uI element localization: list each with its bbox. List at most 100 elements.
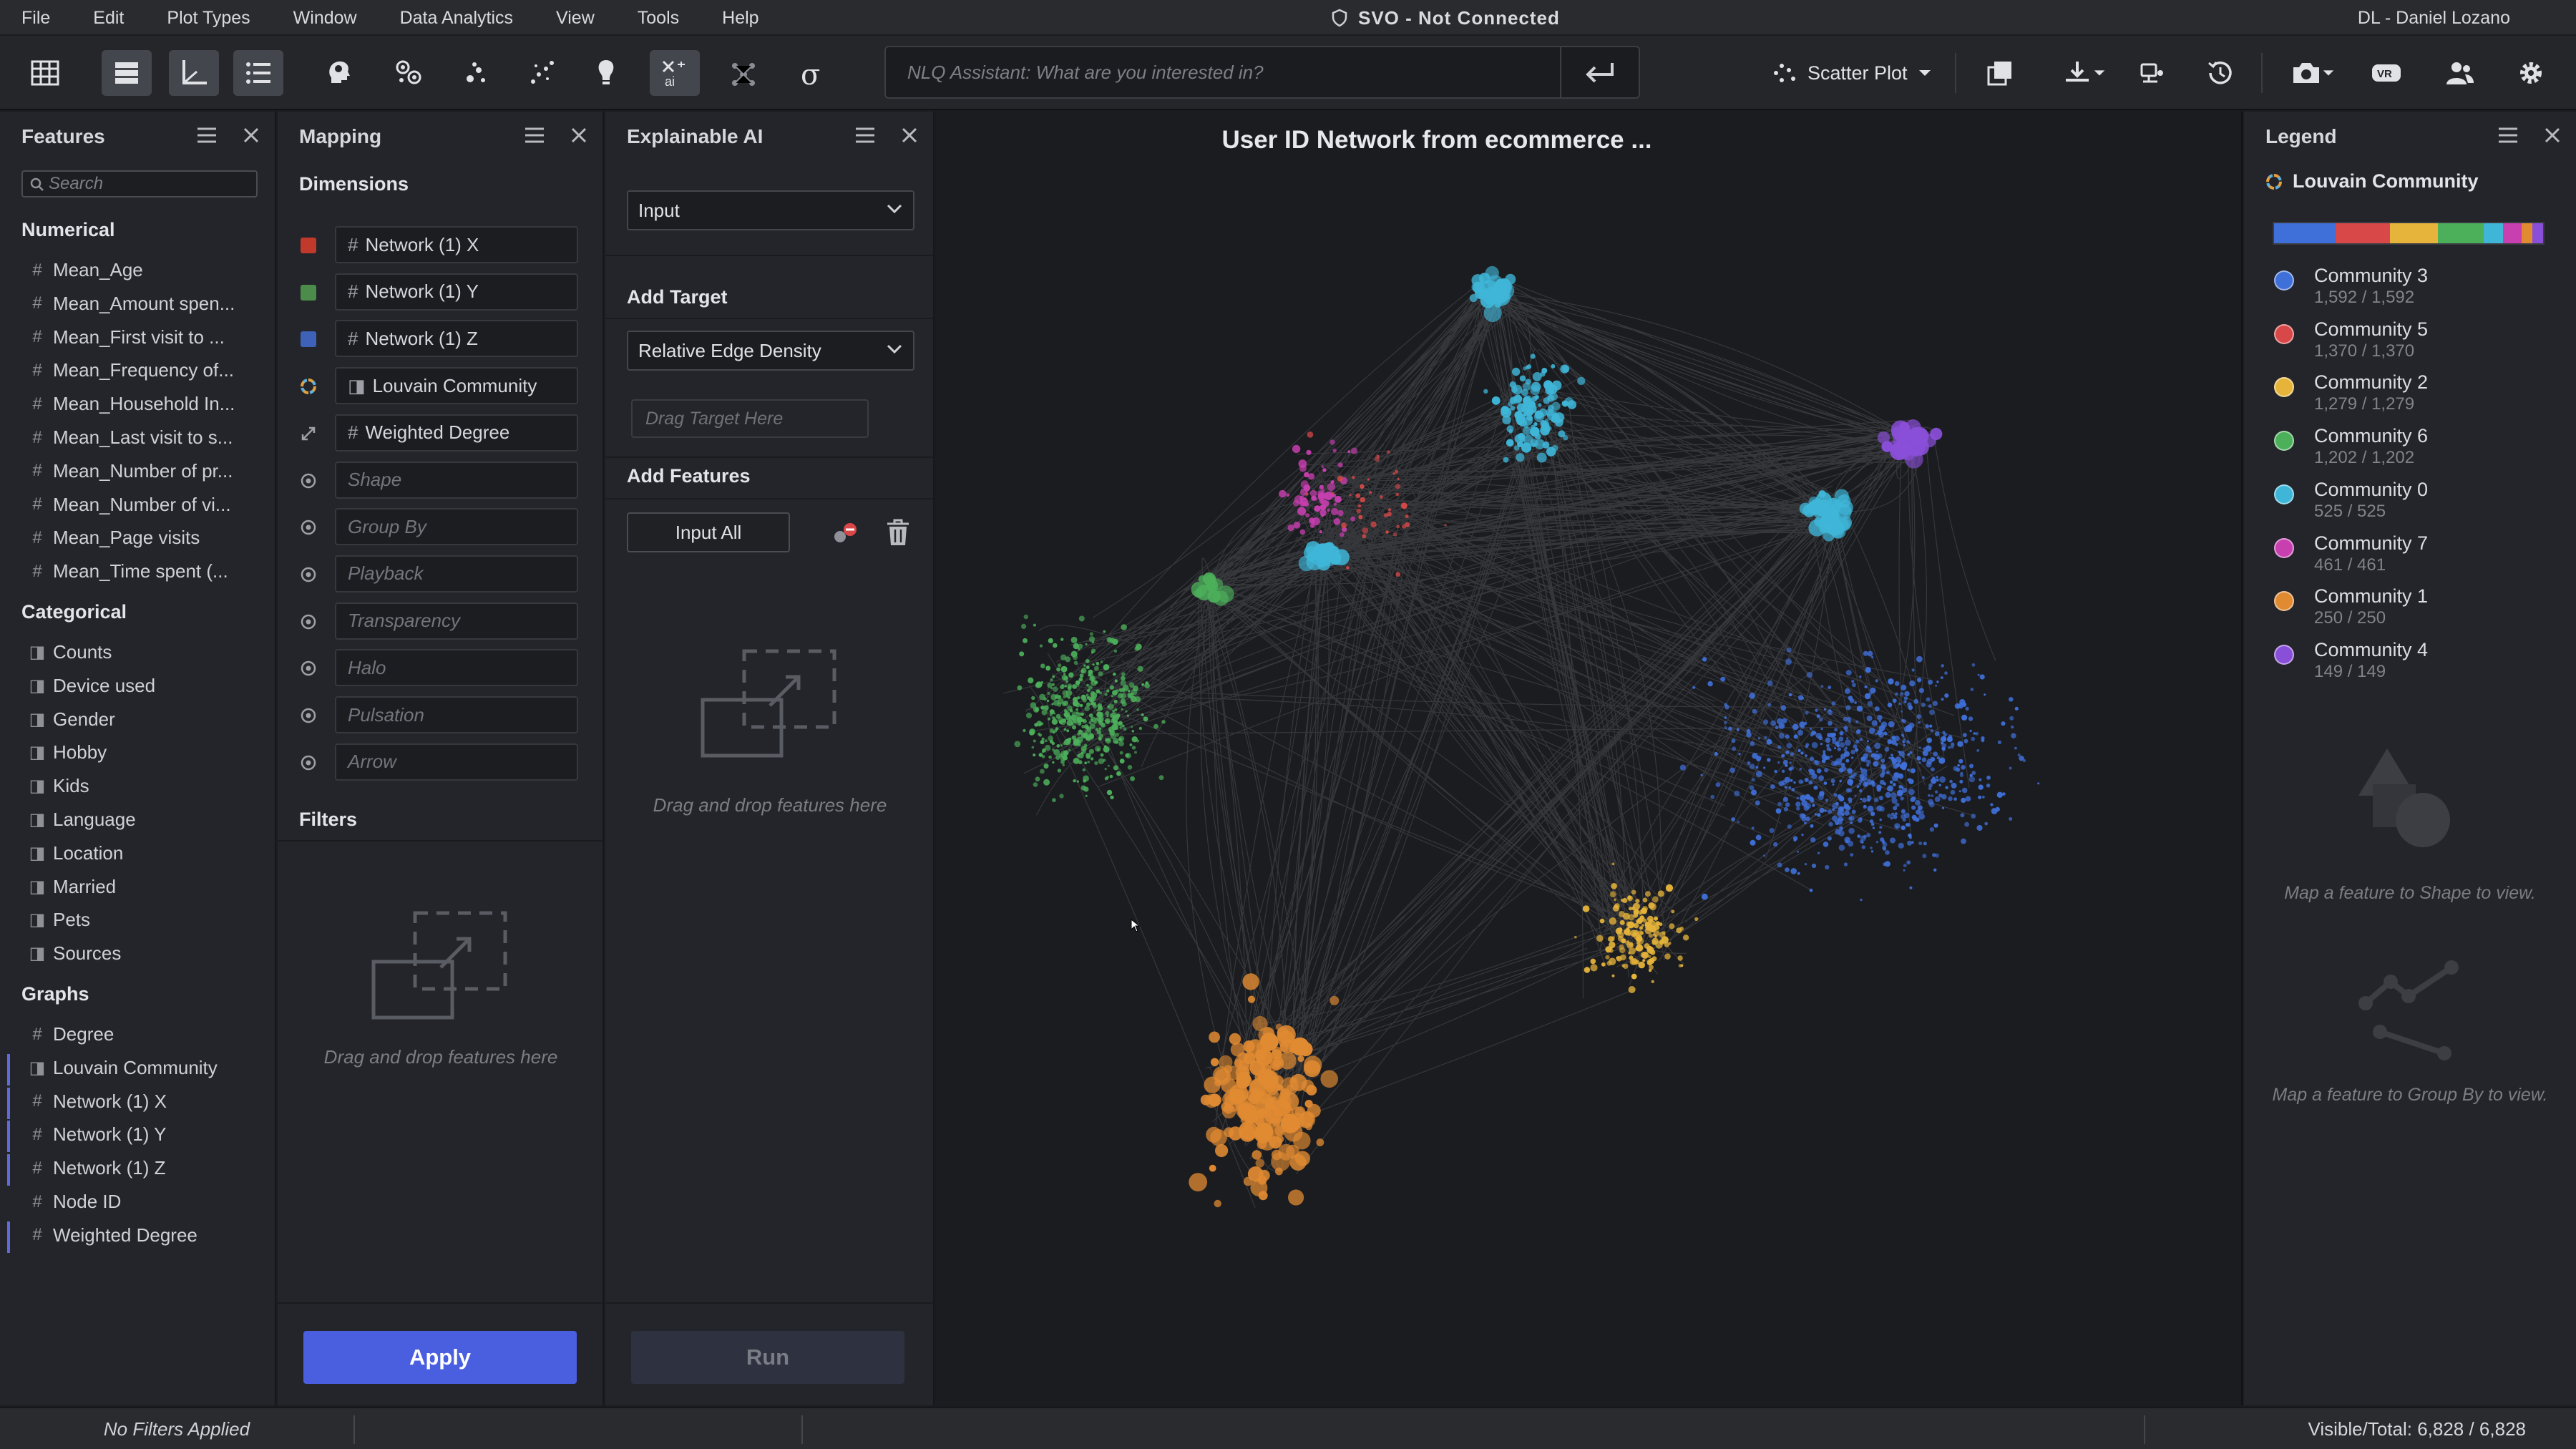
legend-item[interactable]: Community 6 1,202 / 1,202 (2270, 425, 2556, 471)
dimension-field-empty[interactable]: Shape (335, 461, 578, 499)
menu-tools[interactable]: Tools (637, 7, 680, 28)
dimension-field[interactable]: # Network (1) Y (335, 273, 578, 311)
community-node-cluster[interactable] (1014, 614, 1166, 803)
community-node-cluster[interactable] (1483, 353, 1586, 463)
legend-item[interactable]: Community 5 1,370 / 1,370 (2270, 318, 2556, 364)
community-node-cluster[interactable] (1298, 541, 1350, 572)
hamburger-menu-icon[interactable] (2497, 126, 2519, 145)
legend-panel-button[interactable] (233, 50, 283, 96)
xai-button[interactable]: ai (650, 50, 700, 96)
dimension-field[interactable]: # Network (1) Z (335, 320, 578, 358)
menu-help[interactable]: Help (722, 7, 759, 28)
feature-item[interactable]: ◨ Device used (29, 675, 155, 697)
nlq-submit-button[interactable] (1560, 47, 1639, 97)
settings-button[interactable] (2506, 50, 2556, 96)
community-node-cluster[interactable] (1304, 431, 1447, 577)
feature-item[interactable]: # Network (1) Z (29, 1157, 165, 1179)
share-button[interactable] (2127, 50, 2177, 96)
feature-item[interactable]: # Network (1) X (29, 1091, 167, 1113)
target-select[interactable]: Relative Edge Density (627, 331, 914, 371)
plot-canvas[interactable]: User ID Network from ecommerce ... (936, 112, 2243, 1405)
menu-edit[interactable]: Edit (93, 7, 125, 28)
feature-item[interactable]: # Node ID (29, 1191, 121, 1213)
clustering-button[interactable] (384, 50, 434, 96)
dimension-field-empty[interactable]: Pulsation (335, 696, 578, 733)
community-node-cluster[interactable] (1189, 973, 1340, 1208)
community-node-cluster[interactable] (1469, 265, 1516, 323)
dimension-field[interactable]: # Network (1) X (335, 226, 578, 263)
plot-type-dropdown[interactable]: Scatter Plot (1772, 52, 1932, 94)
menu-file[interactable]: File (21, 7, 51, 28)
menu-window[interactable]: Window (293, 7, 357, 28)
dimension-field-empty[interactable]: Group By (335, 508, 578, 546)
suggest-button[interactable] (581, 50, 631, 96)
statistics-button[interactable]: σ (787, 50, 837, 96)
feature-item[interactable]: # Mean_Number of vi... (29, 494, 230, 516)
close-icon[interactable] (242, 126, 260, 145)
features-search-input[interactable] (23, 172, 256, 196)
features-panel-button[interactable] (102, 50, 152, 96)
user-name[interactable]: DL - Daniel Lozano (2357, 7, 2510, 28)
feature-item[interactable]: # Mean_Frequency of... (29, 359, 234, 381)
community-node-cluster[interactable] (1574, 862, 1699, 994)
hamburger-menu-icon[interactable] (196, 126, 218, 145)
copy-plot-button[interactable] (1975, 50, 2025, 96)
remove-feature-icon[interactable] (830, 519, 859, 548)
close-icon[interactable] (2543, 126, 2562, 145)
feature-item[interactable]: # Degree (29, 1023, 114, 1045)
feature-item[interactable]: ◨ Kids (29, 775, 89, 797)
legend-item[interactable]: Community 2 1,279 / 1,279 (2270, 371, 2556, 417)
legend-item[interactable]: Community 7 461 / 461 (2270, 532, 2556, 578)
close-icon[interactable] (900, 126, 919, 145)
run-button[interactable]: Run (631, 1331, 904, 1384)
feature-item[interactable]: # Mean_Number of pr... (29, 460, 233, 482)
dimension-field[interactable]: ◨ Louvain Community (335, 367, 578, 405)
history-button[interactable] (2195, 50, 2245, 96)
feature-item[interactable]: # Mean_Page visits (29, 527, 200, 549)
feature-item[interactable]: # Mean_Household In... (29, 393, 235, 415)
screenshot-dropdown-button[interactable] (2277, 50, 2348, 96)
menu-view[interactable]: View (556, 7, 595, 28)
feature-item[interactable]: # Weighted Degree (29, 1224, 197, 1246)
outlier-button[interactable] (517, 50, 567, 96)
collaboration-button[interactable] (2434, 50, 2484, 96)
legend-item[interactable]: Community 3 1,592 / 1,592 (2270, 265, 2556, 311)
nlq-input[interactable] (886, 47, 1579, 97)
network-plot[interactable] (936, 112, 2243, 1405)
hamburger-menu-icon[interactable] (524, 126, 545, 145)
apply-button[interactable]: Apply (303, 1331, 577, 1384)
legend-item[interactable]: Community 0 525 / 525 (2270, 479, 2556, 525)
legend-item[interactable]: Community 4 149 / 149 (2270, 639, 2556, 685)
feature-item[interactable]: # Mean_Last visit to s... (29, 426, 233, 449)
close-icon[interactable] (570, 126, 588, 145)
vr-button[interactable]: VR (2361, 50, 2411, 96)
feature-item[interactable]: # Network (1) Y (29, 1123, 166, 1146)
mapping-panel-button[interactable] (169, 50, 219, 96)
dimension-field-empty[interactable]: Transparency (335, 602, 578, 640)
legend-item[interactable]: Community 1 250 / 250 (2270, 585, 2556, 631)
community-node-cluster[interactable] (1679, 648, 2040, 902)
feature-item[interactable]: ◨ Gender (29, 708, 115, 731)
feature-item[interactable]: # Mean_Amount spen... (29, 293, 235, 315)
feature-item[interactable]: # Mean_First visit to ... (29, 326, 225, 348)
input-all-button[interactable]: Input All (627, 512, 790, 552)
feature-item[interactable]: ◨ Married (29, 876, 116, 898)
network-button[interactable] (451, 50, 501, 96)
xai-mode-select[interactable]: Input (627, 190, 914, 230)
community-node-cluster[interactable] (1799, 489, 1853, 542)
menu-plot-types[interactable]: Plot Types (167, 7, 250, 28)
feature-item[interactable]: ◨ Language (29, 809, 136, 831)
table-view-button[interactable] (20, 50, 70, 96)
target-drop-zone[interactable]: Drag Target Here (631, 399, 869, 438)
menu-data-analytics[interactable]: Data Analytics (399, 7, 514, 28)
hamburger-menu-icon[interactable] (854, 126, 876, 145)
feature-item[interactable]: # Mean_Time spent (... (29, 560, 228, 582)
feature-item[interactable]: ◨ Hobby (29, 741, 107, 763)
trash-icon[interactable] (886, 518, 910, 547)
dimension-field[interactable]: # Weighted Degree (335, 414, 578, 452)
dimension-field-empty[interactable]: Arrow (335, 743, 578, 781)
feature-item[interactable]: ◨ Louvain Community (29, 1057, 218, 1079)
model-button[interactable] (718, 50, 769, 96)
community-node-cluster[interactable] (1191, 572, 1234, 606)
dimension-field-empty[interactable]: Halo (335, 649, 578, 687)
